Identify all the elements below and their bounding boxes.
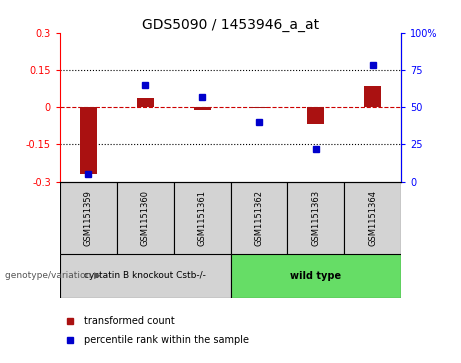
Text: wild type: wild type xyxy=(290,271,341,281)
Text: GSM1151363: GSM1151363 xyxy=(311,190,320,246)
Bar xyxy=(344,182,401,254)
Bar xyxy=(230,254,401,298)
Text: percentile rank within the sample: percentile rank within the sample xyxy=(84,335,249,345)
Bar xyxy=(230,182,287,254)
Text: GSM1151360: GSM1151360 xyxy=(141,190,150,246)
Bar xyxy=(60,182,117,254)
Text: genotype/variation ▶: genotype/variation ▶ xyxy=(5,272,100,280)
Text: GSM1151359: GSM1151359 xyxy=(84,190,93,246)
Bar xyxy=(174,182,230,254)
Text: GSM1151362: GSM1151362 xyxy=(254,190,263,246)
Bar xyxy=(60,254,230,298)
Text: cystatin B knockout Cstb-/-: cystatin B knockout Cstb-/- xyxy=(84,272,206,280)
Bar xyxy=(194,107,211,110)
Bar xyxy=(307,107,324,125)
Bar xyxy=(287,182,344,254)
Bar xyxy=(117,182,174,254)
Bar xyxy=(364,86,381,107)
Bar xyxy=(136,98,154,107)
Bar xyxy=(250,107,267,108)
Text: GSM1151364: GSM1151364 xyxy=(368,190,377,246)
Bar xyxy=(80,107,97,174)
Title: GDS5090 / 1453946_a_at: GDS5090 / 1453946_a_at xyxy=(142,18,319,32)
Text: GSM1151361: GSM1151361 xyxy=(198,190,207,246)
Text: transformed count: transformed count xyxy=(84,316,175,326)
